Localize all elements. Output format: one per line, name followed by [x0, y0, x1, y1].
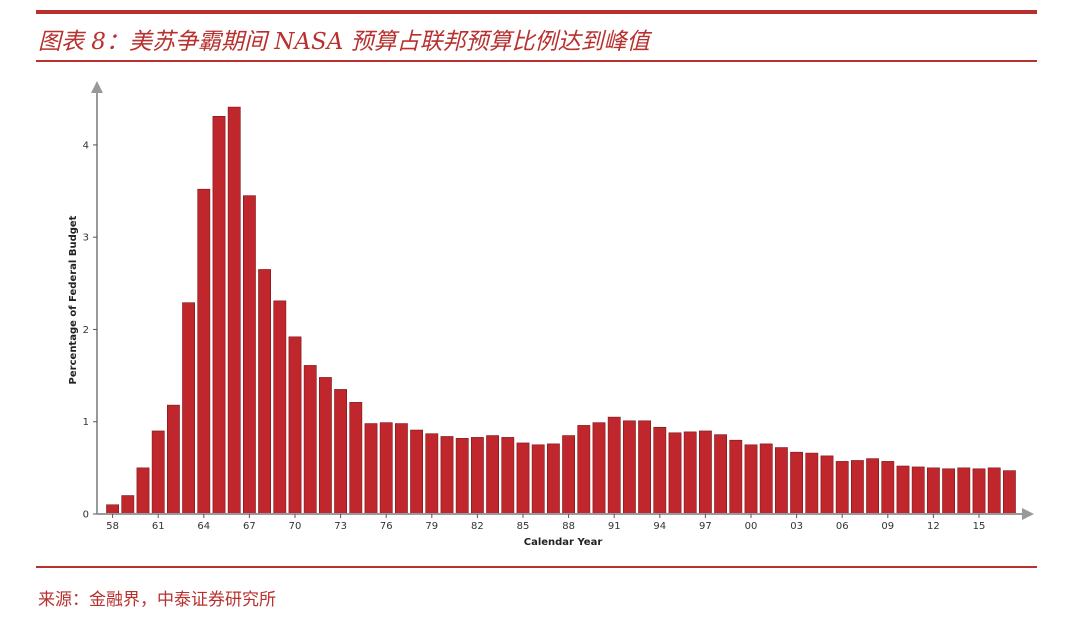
bar-1960 [136, 467, 150, 515]
bar-1992 [622, 420, 636, 515]
bar-2007 [850, 460, 864, 515]
bar-2010 [896, 465, 910, 515]
bar-1977 [394, 423, 408, 515]
bar-1993 [638, 420, 651, 515]
bar-1982 [470, 437, 484, 515]
bar-1980 [440, 436, 454, 515]
x-tick-label: 85 [517, 521, 530, 532]
bar-2001 [759, 443, 773, 515]
bar-1989 [577, 425, 591, 515]
figure-title: 图表 8：美苏争霸期间 NASA 预算占联邦预算比例达到峰值 [38, 29, 650, 55]
bar-2004 [805, 452, 819, 515]
bar-1973 [334, 389, 347, 515]
bar-1962 [167, 404, 180, 515]
x-tick-label: 82 [471, 521, 484, 532]
bar-1983 [486, 435, 499, 515]
bar-1961 [151, 430, 165, 515]
bar-2003 [790, 451, 803, 515]
x-tick-label: 03 [790, 521, 803, 532]
bar-2012 [926, 467, 940, 515]
bar-1978 [410, 429, 423, 515]
bar-2006 [835, 461, 849, 515]
bar-1959 [121, 495, 135, 515]
bar-1987 [546, 443, 560, 515]
bar-2011 [911, 466, 925, 515]
bar-1984 [501, 437, 515, 515]
title-underline [36, 60, 1037, 62]
x-tick-label: 94 [653, 521, 666, 532]
y-tick-label: 3 [83, 233, 89, 244]
bar-1974 [349, 402, 363, 515]
x-tick-label: 58 [106, 521, 119, 532]
bar-1971 [303, 365, 317, 515]
x-tick-label: 97 [699, 521, 712, 532]
top-rule [36, 10, 1037, 14]
bar-2005 [820, 455, 834, 515]
y-axis-arrow [91, 81, 103, 93]
bar-1995 [668, 432, 682, 515]
bar-1997 [698, 430, 712, 515]
x-tick-label: 64 [197, 521, 210, 532]
x-tick-label: 79 [425, 521, 438, 532]
bar-1968 [258, 269, 271, 515]
bar-1991 [607, 416, 621, 515]
x-tick-label: 91 [608, 521, 621, 532]
bar-1994 [653, 426, 667, 515]
bar-1985 [516, 442, 530, 515]
bar-1970 [288, 336, 302, 515]
bar-1972 [318, 377, 332, 515]
bar-2017 [1002, 470, 1016, 515]
y-tick-label: 2 [83, 325, 89, 336]
bar-2002 [774, 447, 788, 515]
bar-1958 [106, 504, 119, 515]
bar-1976 [379, 422, 393, 515]
bar-1990 [592, 422, 606, 515]
bar-1996 [683, 431, 697, 515]
bar-1975 [364, 423, 378, 515]
x-tick-label: 73 [334, 521, 347, 532]
y-tick-label: 1 [83, 417, 89, 428]
x-tick-label: 76 [380, 521, 393, 532]
bar-2008 [866, 458, 879, 515]
bottom-rule [36, 566, 1037, 568]
y-tick-label: 4 [83, 140, 89, 151]
bar-1999 [729, 439, 743, 515]
x-tick-label: 15 [973, 521, 986, 532]
x-tick-label: 06 [836, 521, 849, 532]
y-tick-label: 0 [83, 510, 89, 521]
x-axis-title: Calendar Year [524, 537, 603, 548]
x-tick-label: 70 [289, 521, 302, 532]
x-tick-label: 00 [745, 521, 758, 532]
bar-1964 [197, 188, 211, 515]
bar-1998 [714, 434, 727, 515]
bar-2016 [987, 467, 1001, 515]
bar-1966 [227, 106, 241, 515]
bar-1967 [243, 195, 256, 515]
bar-2014 [957, 467, 971, 515]
bar-1986 [531, 444, 545, 515]
bar-1965 [212, 116, 226, 515]
bar-1963 [182, 302, 195, 515]
y-axis-title: Percentage of Federal Budget [68, 215, 79, 384]
x-tick-label: 88 [562, 521, 575, 532]
bar-2009 [881, 461, 895, 515]
x-tick-label: 67 [243, 521, 256, 532]
bar-2013 [942, 468, 955, 515]
x-tick-label: 61 [152, 521, 165, 532]
x-axis-arrow [1022, 508, 1034, 520]
bar-1969 [273, 300, 287, 515]
bar-1981 [455, 438, 469, 515]
bar-1988 [562, 435, 575, 515]
source-note: 来源：金融界，中泰证券研究所 [38, 590, 276, 610]
x-tick-label: 09 [881, 521, 894, 532]
bar-2000 [744, 444, 758, 515]
bar-1979 [425, 433, 439, 515]
bar-2015 [972, 468, 986, 515]
x-tick-label: 12 [927, 521, 940, 532]
